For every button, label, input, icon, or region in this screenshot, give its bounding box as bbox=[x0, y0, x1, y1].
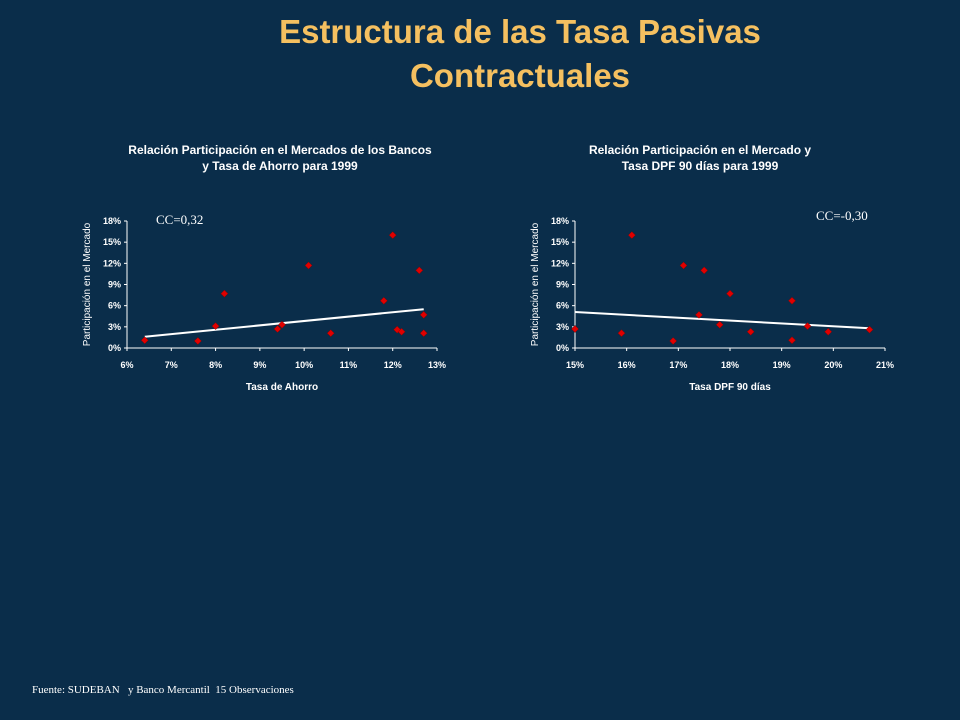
chart-2-data-point bbox=[695, 310, 703, 319]
chart-1-data-point bbox=[397, 327, 406, 336]
chart-1-x-tick-label: 13% bbox=[428, 360, 446, 370]
source-footer: Fuente: SUDEBAN y Banco Mercantil 15 Obs… bbox=[32, 684, 294, 696]
chart-1-data-point bbox=[326, 329, 335, 338]
chart-1-correlation-label: CC=0,32 bbox=[156, 212, 204, 227]
chart-2-x-axis-label: Tasa DPF 90 días bbox=[689, 382, 771, 393]
chart-2-data-point bbox=[715, 320, 724, 329]
chart-1-x-tick-label: 12% bbox=[384, 360, 402, 370]
chart-1-x-axis-label: Tasa de Ahorro bbox=[246, 382, 318, 393]
chart-1-data-point bbox=[140, 336, 149, 345]
chart-2-data-point bbox=[865, 325, 874, 334]
chart-2-data-point bbox=[679, 261, 688, 270]
chart-1-x-tick-label: 11% bbox=[340, 360, 358, 370]
chart-1-x-tick-label: 10% bbox=[295, 360, 313, 370]
chart-2-x-tick-label: 15% bbox=[566, 360, 584, 370]
chart-2-x-tick-label: 20% bbox=[824, 360, 842, 370]
chart-2-data-point bbox=[746, 327, 755, 336]
chart-2-y-tick-label: 3% bbox=[556, 322, 569, 332]
chart-1-x-tick-label: 9% bbox=[253, 360, 266, 370]
chart-2-data-point bbox=[627, 231, 636, 239]
chart-2-y-tick-label: 18% bbox=[551, 216, 569, 226]
chart-2-data-point bbox=[669, 337, 678, 345]
chart-2-y-axis-label: Participación en el Mercado bbox=[530, 222, 541, 346]
chart-2-x-tick-label: 19% bbox=[773, 360, 791, 370]
chart-1-title-line2: y Tasa de Ahorro para 1999 bbox=[202, 159, 358, 173]
chart-2-data-point bbox=[788, 296, 796, 305]
chart-2-data-point bbox=[700, 266, 709, 275]
chart-1-y-tick-label: 0% bbox=[108, 343, 121, 353]
chart-1-data-point bbox=[419, 329, 428, 338]
chart-2-title: Relación Participación en el Mercado y T… bbox=[510, 142, 890, 174]
chart-1-y-tick-label: 6% bbox=[108, 301, 121, 311]
chart-2-y-tick-label: 6% bbox=[556, 301, 569, 311]
chart-2-data-point bbox=[824, 327, 833, 336]
chart-2-x-tick-label: 16% bbox=[618, 360, 636, 370]
chart-2-x-tick-label: 17% bbox=[669, 360, 687, 370]
chart-1-x-tick-label: 8% bbox=[209, 360, 222, 370]
chart-2-y-tick-label: 0% bbox=[556, 343, 569, 353]
chart-2-x-tick-label: 18% bbox=[721, 360, 739, 370]
chart-1-title: Relación Participación en el Mercados de… bbox=[70, 142, 490, 174]
chart-2-trendline bbox=[574, 311, 870, 330]
chart-1-x-tick-label: 7% bbox=[165, 360, 178, 370]
chart-1-trendline bbox=[144, 308, 424, 338]
chart-1-data-point bbox=[380, 296, 388, 305]
chart-1-y-tick-label: 9% bbox=[108, 280, 121, 290]
chart-1-y-tick-label: 15% bbox=[103, 237, 121, 247]
chart-1-data-point bbox=[273, 325, 282, 333]
chart-2-y-tick-label: 9% bbox=[556, 280, 569, 290]
chart-2-x-tick-label: 21% bbox=[876, 360, 894, 370]
chart-1-y-tick-label: 3% bbox=[108, 322, 121, 332]
chart-1-data-point bbox=[194, 337, 202, 345]
chart-2-y-tick-label: 12% bbox=[551, 258, 569, 268]
chart-2-data-point bbox=[571, 325, 579, 333]
chart-1-y-axis-label: Participación en el Mercado bbox=[82, 222, 93, 346]
chart-2-data-point bbox=[726, 289, 734, 298]
chart-1-y-tick-label: 18% bbox=[103, 216, 121, 226]
chart-2-title-line2: Tasa DPF 90 días para 1999 bbox=[621, 159, 779, 173]
chart-1-data-point bbox=[304, 261, 313, 270]
chart-1-y-tick-label: 12% bbox=[103, 258, 121, 268]
chart-1-data-point bbox=[220, 289, 229, 298]
chart-1-data-point bbox=[415, 266, 424, 275]
chart-2-data-point bbox=[803, 322, 812, 330]
chart-1-data-point bbox=[419, 310, 428, 319]
chart-2-correlation-label: CC=-0,30 bbox=[816, 208, 868, 223]
chart-1-data-point bbox=[211, 322, 220, 330]
chart-2-data-point bbox=[617, 329, 626, 338]
chart-1-data-point bbox=[278, 320, 286, 329]
chart-1-data-point bbox=[388, 231, 397, 239]
chart-2-data-point bbox=[788, 336, 796, 345]
chart-2-title-line1: Relación Participación en el Mercado y bbox=[588, 143, 812, 157]
slide-title: Estructura de las Tasa Pasivas Contractu… bbox=[279, 13, 761, 94]
chart-1-x-tick-label: 6% bbox=[120, 360, 133, 370]
chart-1-title-line1: Relación Participación en el Mercados de… bbox=[128, 143, 432, 157]
chart-2-y-tick-label: 15% bbox=[551, 237, 569, 247]
